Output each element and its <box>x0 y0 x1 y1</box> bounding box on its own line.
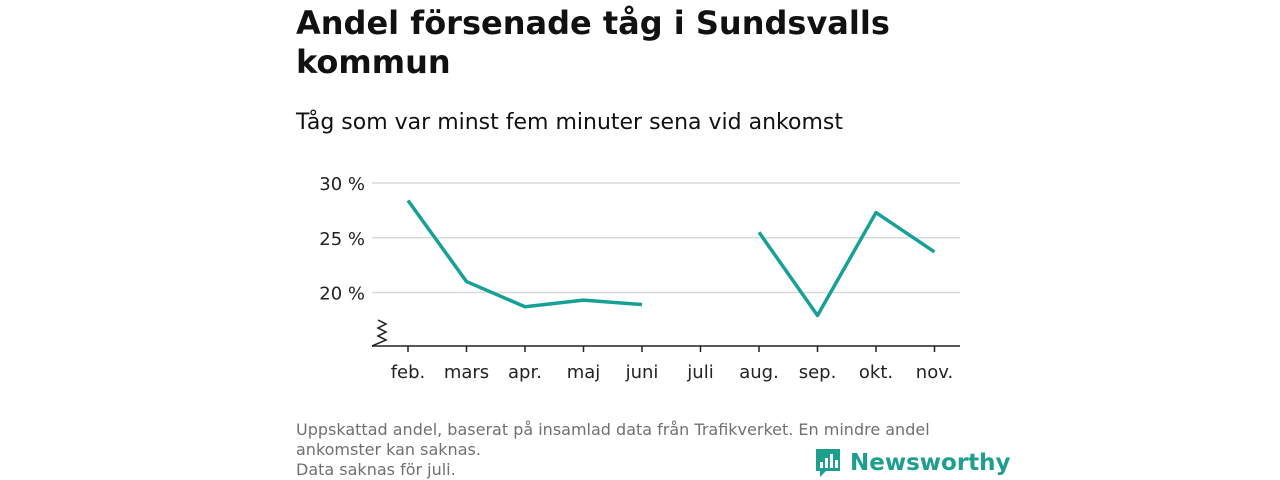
chart-footnote: Uppskattad andel, baserat på insamlad da… <box>296 420 996 480</box>
footnote-line-2: ankomster kan saknas. <box>296 440 481 459</box>
axis-break-icon <box>371 319 388 347</box>
x-tick-label: sep. <box>799 362 837 383</box>
series-line-segment <box>406 199 643 309</box>
y-tick-label: 30 % <box>319 174 365 195</box>
y-tick-label: 20 % <box>319 284 365 305</box>
series-line-segment <box>757 210 936 318</box>
y-tick-label: 25 % <box>319 229 365 250</box>
footnote-line-3: Data saknas för juli. <box>296 460 456 479</box>
footnote-line-1: Uppskattad andel, baserat på insamlad da… <box>296 420 930 439</box>
x-tick-label: okt. <box>859 362 893 383</box>
line-chart: 20 % 25 % 30 % feb. mars apr. maj juni juli aug. s… <box>319 174 960 383</box>
chart-subtitle: Tåg som var minst fem minuter sena vid a… <box>296 110 843 135</box>
chart-title: Andel försenade tåg i Sundsvalls kommun <box>296 4 890 81</box>
x-tick-label: mars <box>444 362 489 383</box>
x-tick-label: juli <box>686 362 713 383</box>
x-tick-label: feb. <box>391 362 426 383</box>
x-tick-label: apr. <box>508 362 542 383</box>
x-tick-label: aug. <box>739 362 779 383</box>
chart-speech-bubble-icon <box>816 449 840 477</box>
x-tick-label: juni <box>625 362 659 383</box>
x-tick-label: maj <box>567 362 601 383</box>
x-tick-label: nov. <box>916 362 953 383</box>
brand-logo-block: Newsworthy <box>814 446 1011 480</box>
brand-name: Newsworthy <box>850 450 1011 476</box>
